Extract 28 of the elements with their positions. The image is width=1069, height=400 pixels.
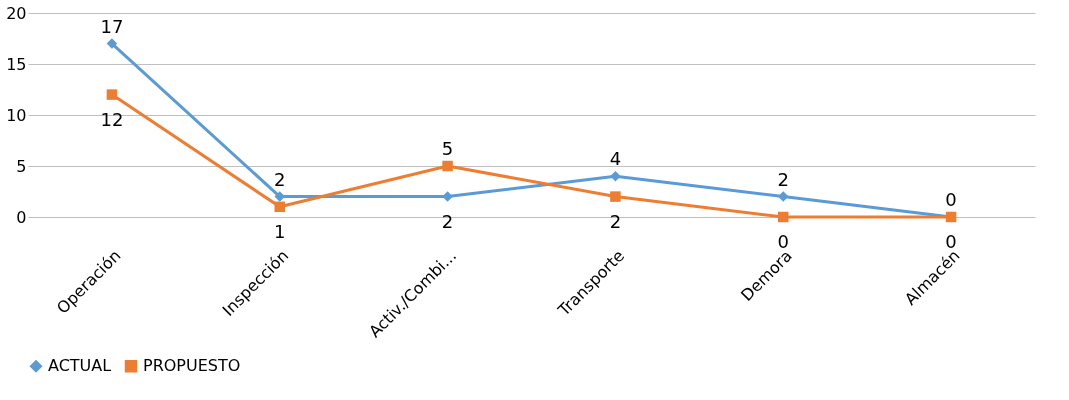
point — [274, 201, 285, 213]
point — [778, 191, 789, 202]
data-label: 17 — [100, 15, 124, 37]
point — [106, 89, 118, 100]
data-label: 0 — [945, 189, 957, 210]
point — [274, 191, 285, 202]
point — [442, 160, 453, 172]
data-label: 0 — [777, 231, 789, 252]
y-tick-label: 10 — [6, 105, 27, 125]
legend-label: ACTUAL — [48, 356, 112, 376]
y-tick-label: 20 — [6, 3, 27, 23]
y-tick-label: 5 — [16, 156, 27, 176]
data-label: 2 — [777, 168, 789, 190]
point — [610, 191, 621, 202]
data-label: 2 — [609, 210, 622, 232]
data-label: 0 — [945, 231, 957, 252]
data-label: 4 — [609, 148, 622, 170]
y-tick-label: 15 — [6, 54, 27, 74]
data-label: 2 — [441, 210, 454, 232]
y-tick-label: 0 — [16, 207, 27, 227]
legend-label: PROPUESTO — [143, 356, 241, 376]
data-label: 5 — [441, 138, 454, 159]
data-label: 2 — [274, 168, 286, 190]
data-label: 12 — [100, 108, 124, 130]
point — [106, 38, 118, 49]
data-label: 1 — [274, 220, 286, 242]
point — [610, 170, 621, 182]
point — [778, 211, 789, 223]
